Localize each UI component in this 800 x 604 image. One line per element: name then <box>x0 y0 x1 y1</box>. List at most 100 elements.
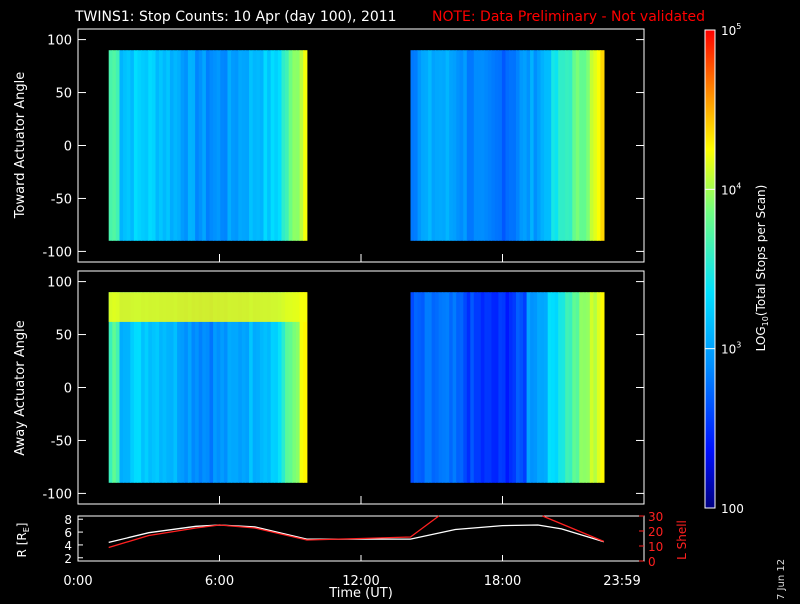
toward-heatmap-cell <box>582 50 587 241</box>
lshell-line-1 <box>108 515 440 549</box>
away-heatmap-cell <box>470 292 475 483</box>
time-xtick-label: 12:00 <box>342 574 379 589</box>
away-heatmap-cell <box>130 292 135 483</box>
toward-heatmap-cell <box>115 50 121 241</box>
toward-heatmap-cell <box>565 50 570 241</box>
toward-heatmap-cell <box>589 50 594 241</box>
away-heatmap-cell <box>487 292 492 483</box>
away-heatmap-cell <box>180 292 185 483</box>
lshell-ytick-label: 30 <box>648 510 663 524</box>
away-heatmap-cell <box>223 292 229 483</box>
toward-heatmap-cell <box>410 50 415 241</box>
toward-heatmap-cell <box>108 50 113 241</box>
away-heatmap-cell <box>259 292 265 483</box>
time-xtick-label: 0:00 <box>63 574 92 589</box>
toward-heatmap-cell <box>133 50 139 241</box>
toward-heatmap-cell <box>227 50 232 241</box>
toward-heatmap-cell <box>173 50 178 241</box>
toward-heatmap-cell <box>216 50 221 241</box>
toward-heatmap-cell <box>299 50 304 241</box>
toward-heatmap-cell <box>195 50 200 241</box>
lshell-axis-label: L Shell <box>675 520 689 560</box>
away-heatmap-cell <box>435 292 440 483</box>
preliminary-note: NOTE: Data Preliminary - Not validated <box>432 9 705 25</box>
toward-heatmap-cell <box>445 50 450 241</box>
away-heatmap-cell <box>421 292 426 483</box>
away-heatmap-cell <box>505 292 510 483</box>
toward-ytick-label: -50 <box>51 192 72 207</box>
away-heatmap-cell <box>498 292 503 483</box>
away-heatmap-cell <box>414 292 419 483</box>
toward-heatmap-cell <box>141 50 146 241</box>
away-heatmap-cell <box>187 292 193 483</box>
away-heatmap-cell <box>155 292 160 483</box>
toward-ytick-label: 100 <box>47 34 72 49</box>
away-ylabel: Away Actuator Angle <box>13 320 28 455</box>
toward-heatmap-cell <box>442 50 447 241</box>
lshell-line-2 <box>542 515 605 543</box>
away-heatmap-cell <box>133 292 139 483</box>
toward-heatmap-cell <box>473 50 478 241</box>
time-axis-label: Time (UT) <box>328 586 393 600</box>
toward-heatmap-cell <box>526 50 531 241</box>
toward-heatmap-cell <box>191 50 196 241</box>
away-heatmap-cell <box>184 292 189 483</box>
toward-heatmap-cell <box>180 50 185 241</box>
away-heatmap-cell <box>600 292 605 483</box>
away-heatmap-cell <box>519 292 524 483</box>
away-heatmap-cell <box>523 292 528 483</box>
away-heatmap-cell <box>477 292 482 483</box>
away-heatmap-cell <box>159 292 164 483</box>
toward-heatmap-cell <box>245 50 250 241</box>
toward-heatmap-panel: Toward Actuator Angle -100 -50 0 50 100 <box>13 28 645 263</box>
away-heatmap-cell <box>123 292 128 483</box>
toward-heatmap-cell <box>509 50 514 241</box>
away-heatmap-cell <box>582 292 587 483</box>
away-heatmap-cell <box>173 292 178 483</box>
toward-heatmap-cell <box>148 50 153 241</box>
toward-heatmap-cell <box>267 50 272 241</box>
away-heatmap-cell <box>241 292 247 483</box>
away-heatmap-cell <box>424 292 429 483</box>
away-heatmap-cell <box>459 292 464 483</box>
away-heatmap-cell <box>544 292 549 483</box>
toward-heatmap-cell <box>213 50 218 241</box>
toward-heatmap-cell <box>144 50 149 241</box>
toward-heatmap-cell <box>494 50 499 241</box>
toward-heatmap-cell <box>519 50 524 241</box>
away-heatmap-cell <box>473 292 478 483</box>
away-heatmap-cell <box>509 292 514 483</box>
toward-heatmap-cell <box>547 50 552 241</box>
toward-heatmap-cell <box>435 50 440 241</box>
toward-heatmap-cell <box>281 50 286 241</box>
toward-heatmap-cell <box>159 50 164 241</box>
toward-heatmap-cell <box>428 50 433 241</box>
toward-heatmap-cell <box>288 50 293 241</box>
away-heatmap-cell <box>572 292 577 483</box>
away-heatmap-cell <box>299 292 304 483</box>
colorbar-tick-label: 100 <box>721 502 744 516</box>
toward-ytick-label: 50 <box>55 87 72 102</box>
toward-ytick-label: 0 <box>64 140 72 155</box>
toward-heatmap-cell <box>487 50 492 241</box>
radius-ytick-label: 6 <box>64 526 72 540</box>
away-heatmap-cell <box>593 292 598 483</box>
away-heatmap-cell <box>554 292 559 483</box>
radius-axis-label: R [RE] <box>15 523 31 558</box>
away-heatmap-cell <box>463 292 468 483</box>
toward-heatmap-cell <box>202 50 207 241</box>
away-ytick-label: -50 <box>51 434 72 449</box>
toward-heatmap-cell <box>516 50 521 241</box>
away-heatmap-cell <box>551 292 556 483</box>
toward-heatmap-cell <box>568 50 573 241</box>
away-heatmap-cell <box>561 292 566 483</box>
away-heatmap-cell <box>445 292 450 483</box>
toward-heatmap-cell <box>424 50 429 241</box>
toward-heatmap-cell <box>270 50 275 241</box>
away-heatmap-cell <box>579 292 584 483</box>
away-heatmap-cell <box>512 292 517 483</box>
toward-heatmap-cell <box>466 50 471 241</box>
radius-ytick-label: 2 <box>64 552 72 566</box>
